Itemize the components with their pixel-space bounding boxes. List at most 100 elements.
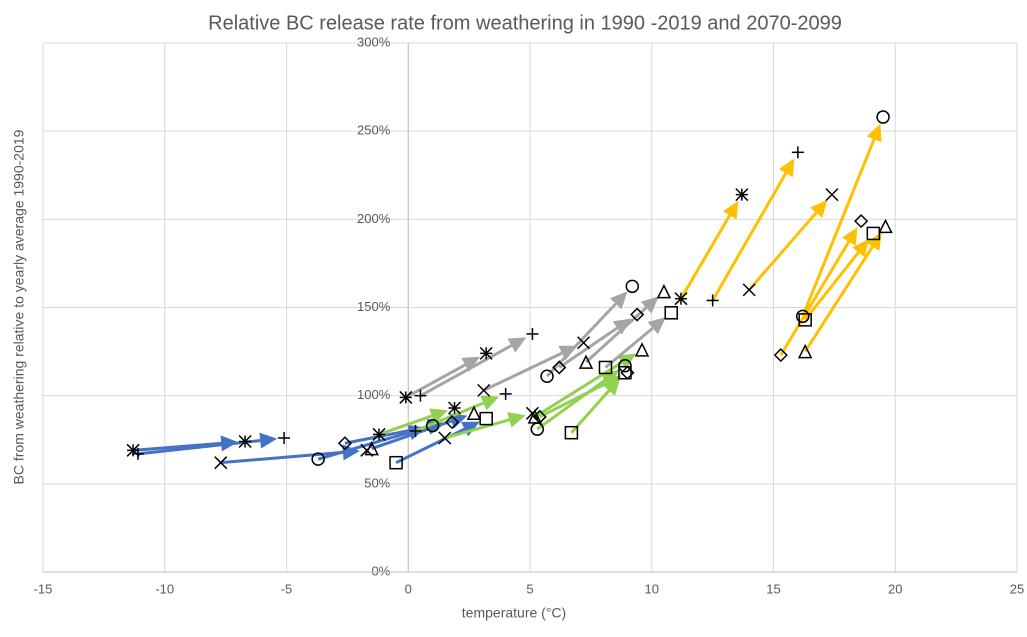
marker-shape (466, 405, 482, 421)
marker-shape (425, 418, 440, 433)
arrow (803, 238, 869, 321)
marker-square (798, 313, 812, 327)
marker-triangle (634, 342, 650, 357)
marker-diamond (552, 360, 567, 375)
marker-stroke (742, 283, 756, 297)
arrow (801, 123, 882, 317)
marker-diamond (630, 307, 645, 322)
arrow (444, 412, 526, 440)
arrow-shaft (137, 439, 261, 456)
arrow (570, 377, 621, 434)
marker-shape (389, 455, 403, 470)
marker-circle (625, 279, 640, 294)
marker-triangle (527, 409, 543, 424)
marker-plus (131, 447, 144, 460)
chart-title: Relative BC release rate from weathering… (208, 12, 842, 34)
arrow-shaft (534, 361, 623, 419)
arrow (779, 227, 858, 356)
arrow-shaft (779, 240, 851, 356)
arrow (405, 356, 481, 399)
marker-asterisk (372, 427, 386, 441)
arrow-shaft (444, 418, 510, 440)
marker-asterisk (479, 346, 493, 360)
y-tick-label: 50% (364, 475, 390, 490)
x-tick-label: 25 (1010, 581, 1024, 596)
marker-circle (795, 309, 810, 324)
arrow-head (640, 296, 659, 314)
marker-shape (878, 218, 893, 234)
marker-diamond (337, 436, 353, 451)
marker-stroke (399, 390, 413, 404)
marker-stroke (214, 456, 228, 470)
arrow-head (259, 432, 278, 449)
marker-plus (706, 294, 719, 307)
marker-square (479, 411, 493, 426)
arrow-shaft (132, 441, 222, 452)
marker-x (825, 188, 839, 202)
marker-shape (618, 358, 632, 373)
arrow-shaft (405, 363, 466, 399)
marker-shape (773, 348, 788, 363)
arrow-shaft (803, 245, 874, 353)
x-axis-title: temperature (°C) (462, 605, 566, 621)
arrow (803, 232, 882, 353)
marker-stroke (360, 443, 374, 457)
marker-square (866, 226, 881, 241)
marker-diamond (445, 415, 460, 430)
marker-square (664, 306, 678, 320)
marker-diamond (773, 348, 788, 363)
marker-stroke (577, 336, 591, 350)
arrow-shaft (679, 214, 732, 300)
arrow-head (603, 377, 621, 396)
marker-triangle (656, 283, 672, 299)
marker-asterisk (399, 390, 413, 404)
arrow (711, 158, 795, 302)
arrow (584, 296, 659, 364)
arrow-head (865, 232, 882, 251)
arrow-head (647, 317, 666, 335)
marker-plus (414, 389, 427, 402)
marker-stroke (479, 346, 493, 360)
marker-stroke (238, 434, 252, 449)
marker-asterisk (238, 434, 252, 449)
arrow (679, 200, 739, 300)
x-tick-label: 5 (526, 581, 533, 596)
marker-shape (795, 309, 810, 324)
marker-circle (618, 358, 632, 373)
marker-x (577, 336, 591, 350)
marker-stroke (735, 188, 749, 202)
marker-x (477, 383, 491, 397)
x-tick-label: -10 (155, 581, 174, 596)
x-tick-label: 10 (645, 581, 659, 596)
marker-square (564, 425, 579, 440)
marker-shape (634, 342, 650, 357)
marker-shape (552, 360, 567, 375)
marker-x (438, 431, 452, 445)
x-tick-label: 20 (888, 581, 902, 596)
marker-asterisk (447, 401, 462, 415)
marker-plus (278, 431, 291, 444)
marker-circle (425, 418, 440, 433)
arrow-head (722, 200, 739, 220)
marker-shape (866, 226, 881, 241)
marker-shape (664, 306, 678, 320)
marker-triangle (364, 440, 379, 456)
arrow (137, 432, 278, 456)
marker-x (525, 406, 539, 420)
arrow-head (480, 395, 500, 411)
marker-shape (656, 283, 672, 299)
marker-circle (311, 452, 325, 466)
marker-shape (337, 436, 353, 451)
marker-x (214, 456, 228, 470)
marker-circle (540, 369, 554, 384)
marker-shape (311, 452, 325, 466)
marker-stroke (438, 431, 452, 445)
marker-square (618, 365, 632, 380)
arrow-shaft (539, 382, 607, 419)
arrow-head (866, 123, 882, 143)
marker-shape (445, 415, 460, 430)
arrow-shaft (317, 430, 410, 461)
marker-plus (409, 424, 422, 437)
marker-plus (791, 146, 804, 159)
arrow-head (852, 238, 869, 258)
